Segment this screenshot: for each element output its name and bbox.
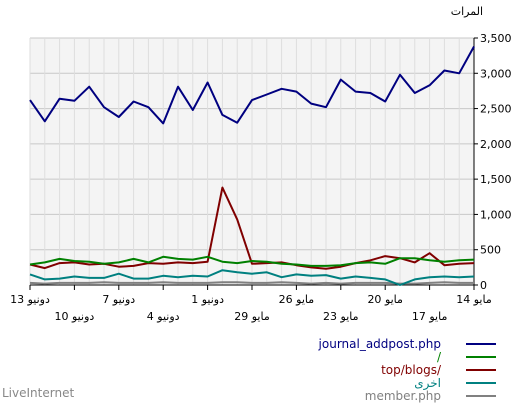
x-tick-label: 7 دونيو (102, 293, 135, 306)
x-tick-label: 29 مايو (234, 310, 270, 323)
y-tick-label: 0 (480, 279, 487, 292)
series-line- (29, 269, 475, 286)
legend-label: member.php (365, 389, 441, 403)
x-tick-label: 17 مايو (412, 310, 448, 323)
y-axis-title: المرات (451, 5, 483, 18)
x-tick-label: 14 مايو (456, 293, 492, 306)
y-tick-label: 2,000 (480, 138, 512, 151)
x-tick-label: 10 دونيو (55, 310, 95, 323)
series-line-journal-addpost-php (29, 46, 475, 125)
legend: journal_addpost.php/top/blogs/اخرىmember… (318, 337, 496, 403)
series-line-member-php (29, 281, 474, 285)
series-lines (29, 46, 475, 286)
x-tick-label: 20 مايو (367, 293, 403, 306)
x-tick-label: 23 مايو (323, 310, 359, 323)
legend-label: top/blogs/ (381, 363, 442, 377)
x-tick-label: 4 دونيو (147, 310, 180, 323)
x-tick-label: 13 دونيو (10, 293, 50, 306)
x-tick-label: 1 دونيو (191, 293, 224, 306)
series-line- (29, 255, 475, 267)
grid (29, 37, 475, 286)
legend-label: / (437, 350, 442, 364)
x-tick-label: 26 مايو (279, 293, 315, 306)
y-tick-label: 1,000 (480, 208, 512, 221)
y-tick-label: 3,000 (480, 67, 512, 80)
y-tick-label: 2,500 (480, 103, 512, 116)
legend-label: journal_addpost.php (318, 337, 441, 351)
brand-watermark: LiveInternet (2, 386, 75, 400)
y-tick-label: 500 (480, 244, 501, 257)
y-tick-label: 1,500 (480, 173, 512, 186)
y-tick-label: 3,500 (480, 32, 512, 45)
legend-label: اخرى (414, 376, 441, 391)
